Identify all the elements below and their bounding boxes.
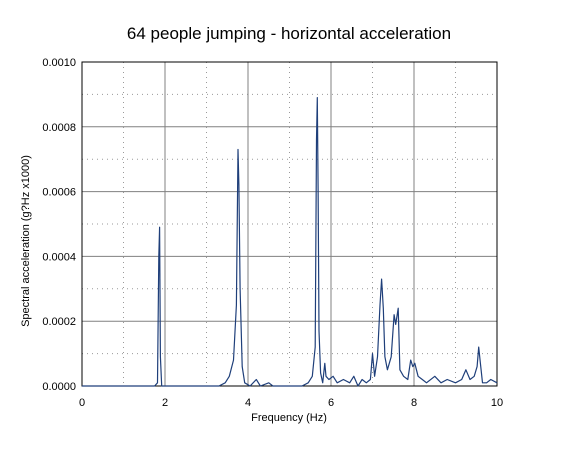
- x-tick-label: 4: [245, 397, 251, 409]
- x-tick-label: 10: [491, 397, 503, 409]
- y-tick-label: 0.0008: [42, 122, 76, 134]
- x-axis-label: Frequency (Hz): [251, 412, 327, 424]
- series-layer: [82, 97, 498, 387]
- x-tick-label: 0: [79, 397, 85, 409]
- y-tick-label: 0.0002: [42, 316, 76, 328]
- x-axis-ticks: 0 2 4 6 8 10: [79, 397, 503, 409]
- y-tick-label: 0.0000: [42, 381, 76, 393]
- x-tick-label: 2: [162, 397, 168, 409]
- series-line: [82, 97, 498, 387]
- chart-title: 64 people jumping - horizontal accelerat…: [127, 24, 451, 43]
- y-tick-label: 0.0004: [42, 251, 76, 263]
- major-gridlines: [82, 62, 497, 386]
- y-tick-label: 0.0010: [42, 57, 76, 69]
- y-axis-ticks: 0.0000 0.0002 0.0004 0.0006 0.0008 0.0010: [42, 57, 76, 393]
- y-tick-label: 0.0006: [42, 187, 76, 199]
- minor-gridlines: [82, 62, 497, 386]
- x-tick-label: 8: [411, 397, 417, 409]
- x-tick-label: 6: [328, 397, 334, 409]
- y-axis-label: Spectral acceleration (g?Hz x1000): [20, 155, 32, 327]
